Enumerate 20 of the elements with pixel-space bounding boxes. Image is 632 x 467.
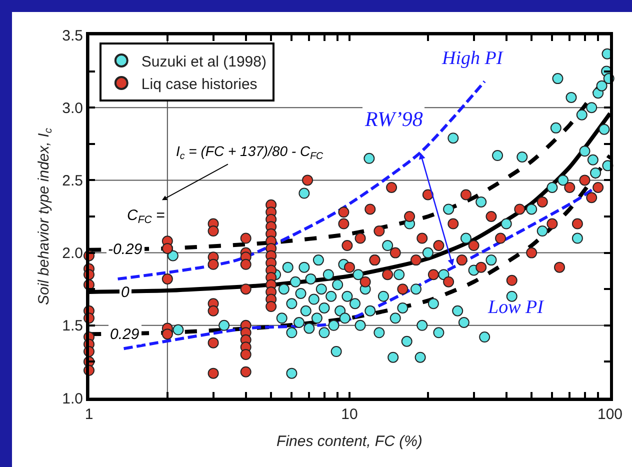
x-tick-label: 1 <box>84 406 94 423</box>
y-tick-label: 2.5 <box>62 172 83 190</box>
annotation: I$_{c}$ = (FC + 137)/80 - C$_{FC}$ <box>176 143 324 162</box>
y-tick-label: 1.5 <box>62 318 83 335</box>
legend-label: Suzuki et al (1998) <box>141 53 266 70</box>
series-label: 0 <box>121 284 130 301</box>
series-label: 0.29 <box>110 326 140 343</box>
x-tick-label: 10 <box>341 406 358 423</box>
series-label: -0.29 <box>108 241 143 258</box>
series-label: High PI <box>441 48 504 69</box>
y-tick-label: 1.0 <box>62 390 83 408</box>
annotation: C$_{FC}$ = <box>127 207 166 226</box>
legend-label: Liq case histories <box>141 76 258 93</box>
text: Low PI <box>487 297 546 318</box>
x-axis-title: Fines content, FC (%) <box>276 433 422 450</box>
y-tick-label: 2.0 <box>62 245 83 262</box>
annotation: RW’98 <box>364 107 424 131</box>
y-tick-label: 3.0 <box>62 100 83 117</box>
y-tick-label: 3.5 <box>62 27 83 44</box>
x-tick-label: 100 <box>597 406 623 423</box>
